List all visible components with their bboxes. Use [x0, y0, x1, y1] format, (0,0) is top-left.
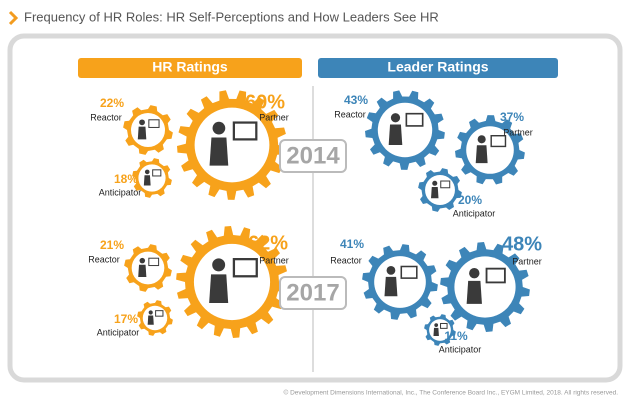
percent: 37% [500, 110, 524, 124]
gear-hub [138, 164, 166, 192]
person-body [209, 274, 229, 303]
person-body [466, 280, 482, 304]
percent: 62% [248, 232, 288, 254]
role-label: Anticipator [99, 187, 142, 197]
person-head [477, 135, 486, 144]
gear-hub [142, 305, 168, 331]
hr-header: HR Ratings [152, 59, 228, 75]
percent: 21% [100, 238, 124, 252]
percent: 41% [340, 237, 364, 251]
person-body [147, 315, 154, 325]
person-body [143, 175, 151, 186]
person-head [386, 265, 396, 275]
role-label: Anticipator [97, 327, 140, 337]
gear-hub [425, 175, 455, 205]
percent: 11% [444, 329, 468, 343]
board [155, 310, 164, 317]
board [440, 180, 451, 189]
role-label: Anticipator [439, 344, 482, 354]
person-body [384, 276, 398, 297]
person-head [390, 113, 401, 123]
person-body [137, 126, 147, 140]
percent: 20% [458, 193, 482, 207]
person-body [433, 327, 439, 336]
board [232, 121, 258, 141]
percent: 48% [502, 233, 542, 255]
year-badge [279, 139, 347, 173]
role-label: Partner [259, 112, 289, 122]
person-body [209, 137, 229, 166]
percent: 43% [344, 93, 368, 107]
role-label: Anticipator [453, 208, 496, 218]
gear-hub [194, 107, 270, 183]
role-label: Partner [259, 255, 289, 265]
person-body [138, 264, 147, 277]
board [405, 112, 424, 127]
person-body [431, 187, 439, 199]
gear-hub [377, 102, 433, 158]
role-label: Partner [512, 256, 542, 266]
role-label: Reactor [334, 109, 366, 119]
leader-header: Leader Ratings [387, 59, 488, 75]
board [232, 258, 258, 278]
board [400, 265, 418, 279]
gear-hub [131, 113, 165, 147]
role-label: Reactor [330, 255, 362, 265]
chevron [8, 10, 19, 26]
person-head [148, 310, 153, 315]
title: Frequency of HR Roles: HR Self-Perceptio… [24, 9, 439, 24]
percent: 17% [114, 312, 138, 326]
role-label: Reactor [88, 254, 120, 264]
role-label: Reactor [90, 112, 122, 122]
person-head [144, 169, 150, 175]
board [440, 322, 448, 329]
hr-header-bar [78, 58, 302, 78]
footer: © Development Dimensions International, … [283, 389, 618, 397]
person-head [139, 119, 145, 126]
person-body [475, 145, 488, 164]
person-body [388, 124, 403, 145]
person-head [212, 258, 226, 272]
board [148, 119, 160, 128]
role-label: Partner [503, 127, 533, 137]
gear-hub [374, 256, 426, 308]
gear-hub [131, 251, 165, 285]
person-head [212, 121, 226, 135]
board [485, 267, 506, 284]
person-head [139, 257, 146, 264]
leader-header-bar [318, 58, 558, 78]
year: 2017 [286, 279, 339, 306]
board [490, 135, 507, 148]
board [148, 257, 160, 267]
person-head [434, 323, 439, 327]
percent: 18% [114, 172, 138, 186]
person-head [469, 268, 480, 279]
gear-hub [454, 256, 516, 318]
percent: 22% [100, 96, 124, 110]
percent: 60% [245, 91, 285, 113]
person-head [432, 180, 438, 186]
year: 2014 [286, 142, 340, 169]
year-badge [279, 276, 347, 310]
board [152, 169, 162, 177]
